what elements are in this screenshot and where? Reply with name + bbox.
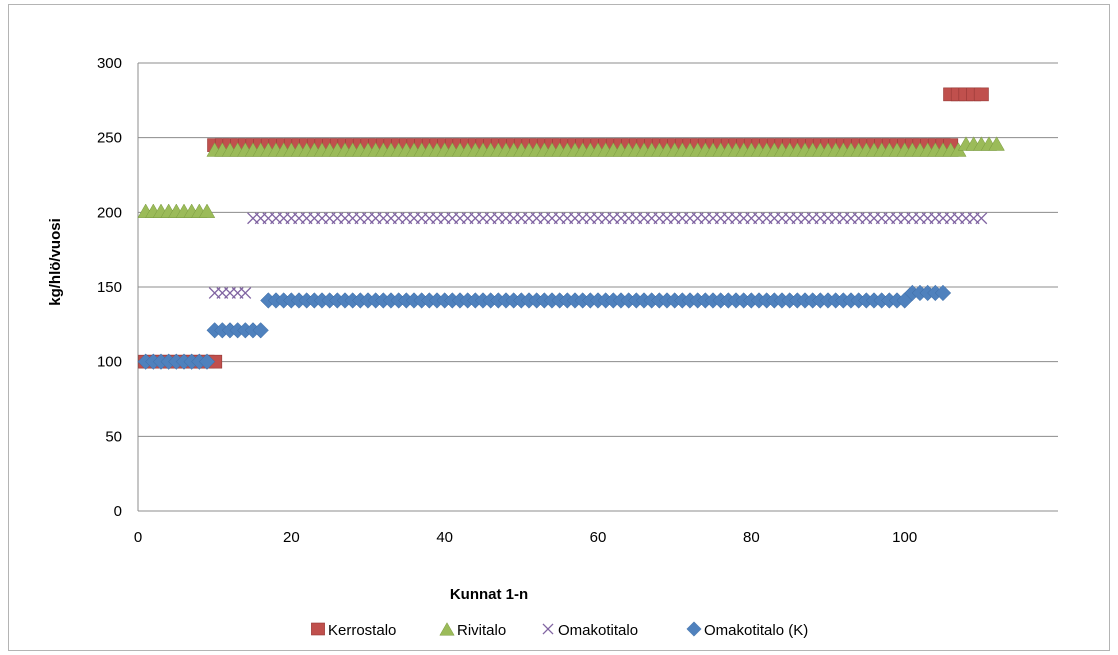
legend-label: Omakotitalo bbox=[558, 622, 638, 639]
series-omakotitalo-k bbox=[137, 284, 952, 370]
y-tick-label: 250 bbox=[97, 130, 122, 147]
x-axis-title: Kunnat 1-n bbox=[450, 586, 528, 603]
legend-marker bbox=[542, 623, 554, 635]
data-point bbox=[198, 203, 216, 218]
series-kerrostalo bbox=[138, 87, 989, 369]
x-tick-label: 40 bbox=[436, 529, 453, 546]
y-tick-label: 50 bbox=[105, 428, 122, 445]
x-tick-label: 0 bbox=[134, 529, 142, 546]
data-point bbox=[975, 212, 988, 225]
y-tick-label: 0 bbox=[114, 503, 122, 520]
y-tick-label: 150 bbox=[97, 279, 122, 296]
x-axis-ticks: 0 20 40 60 80 100 bbox=[134, 529, 917, 546]
x-tick-label: 100 bbox=[892, 529, 917, 546]
legend-marker bbox=[439, 622, 455, 636]
legend-item-omakotitalo: Omakotitalo bbox=[542, 622, 638, 639]
y-axis-title: kg/hlö/vuosi bbox=[47, 218, 64, 306]
legend-marker bbox=[311, 622, 325, 636]
y-tick-label: 300 bbox=[97, 55, 122, 72]
y-tick-label: 200 bbox=[97, 204, 122, 221]
legend-label: Kerrostalo bbox=[328, 622, 396, 639]
plot-area bbox=[137, 87, 1005, 370]
x-stroke bbox=[542, 623, 554, 635]
gridlines bbox=[137, 62, 1058, 512]
data-point bbox=[239, 287, 252, 299]
data-point bbox=[973, 87, 989, 102]
y-axis-ticks: 0 50 100 150 200 250 300 bbox=[97, 55, 122, 520]
data-point bbox=[934, 284, 952, 302]
chart-frame bbox=[8, 4, 1110, 651]
series-rivitalo bbox=[137, 136, 1005, 218]
legend-item-omakotitalo-k: Omakotitalo (K) bbox=[686, 621, 808, 639]
x-stroke bbox=[239, 287, 252, 299]
x-tick-label: 80 bbox=[743, 529, 760, 546]
data-point bbox=[252, 322, 269, 339]
legend-item-kerrostalo: Kerrostalo bbox=[311, 622, 396, 639]
legend-label: Rivitalo bbox=[457, 622, 506, 639]
x-stroke bbox=[975, 212, 988, 225]
x-tick-label: 60 bbox=[590, 529, 607, 546]
legend: Kerrostalo Rivitalo Omakotitalo Omakotitalo… bbox=[311, 621, 808, 639]
x-tick-label: 20 bbox=[283, 529, 300, 546]
series-omakotitalo bbox=[208, 212, 988, 299]
legend-item-rivitalo: Rivitalo bbox=[439, 622, 506, 639]
legend-marker bbox=[686, 621, 702, 637]
legend-label: Omakotitalo (K) bbox=[704, 622, 808, 639]
data-point bbox=[198, 353, 216, 370]
data-point bbox=[988, 136, 1005, 151]
y-tick-label: 100 bbox=[97, 354, 122, 371]
